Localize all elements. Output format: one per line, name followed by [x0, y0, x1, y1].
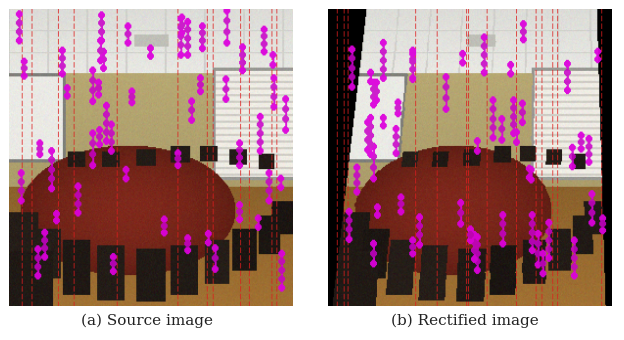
Text: (b) Rectified image: (b) Rectified image	[391, 314, 539, 328]
Text: (a) Source image: (a) Source image	[80, 314, 213, 328]
